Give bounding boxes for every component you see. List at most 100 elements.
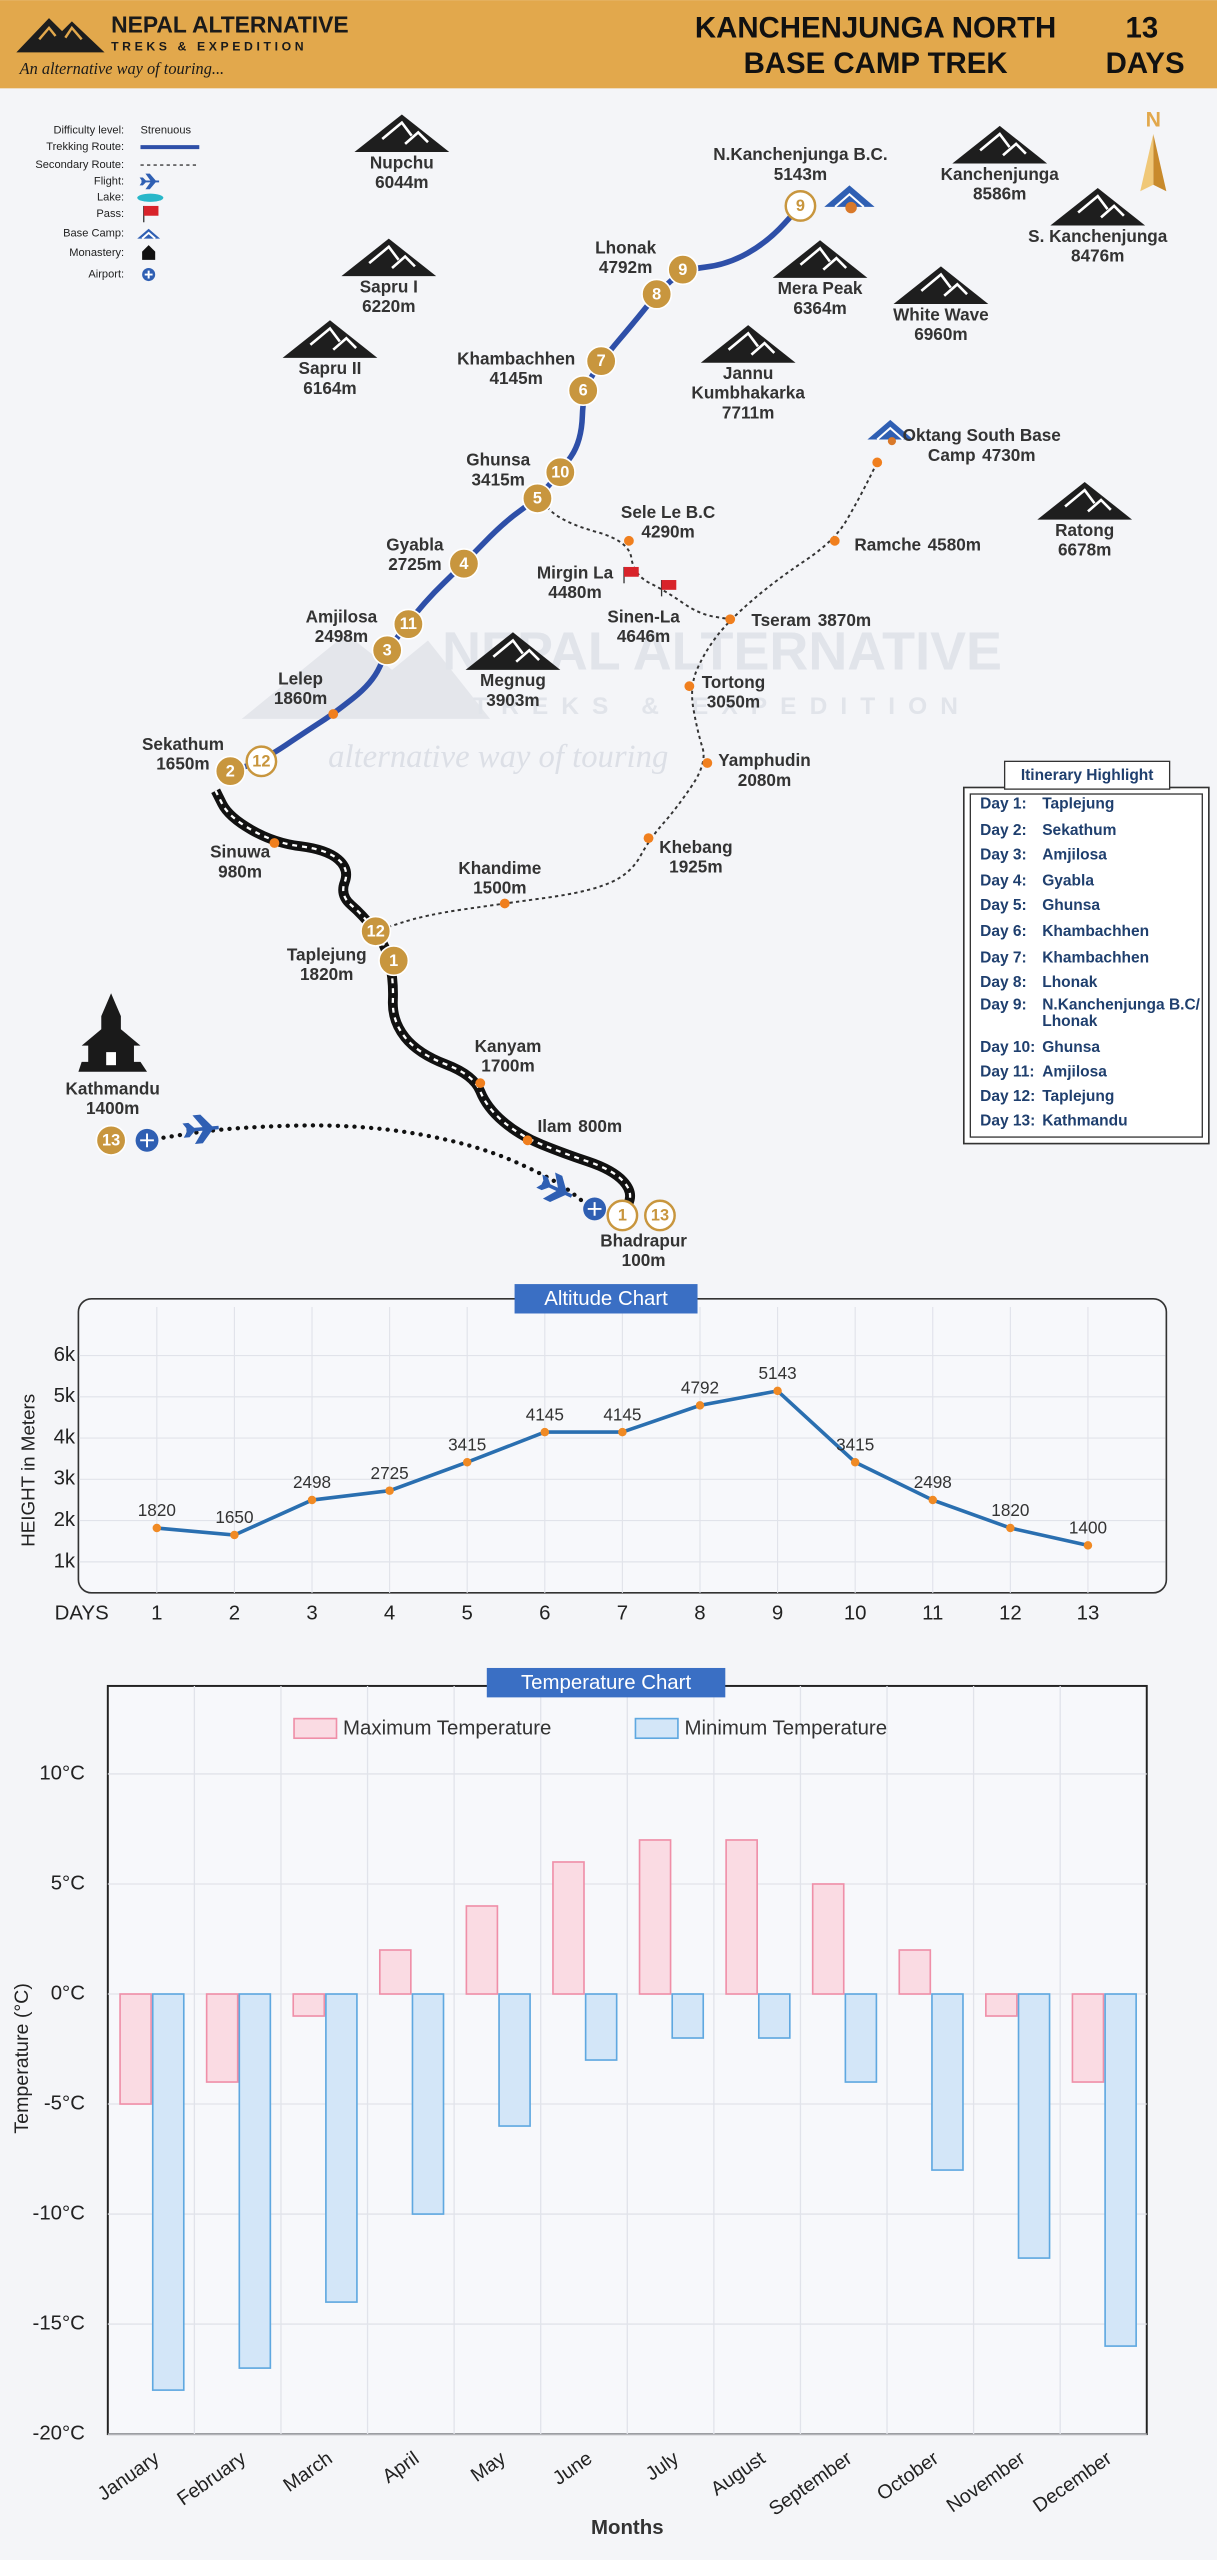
- day-marker: [360, 915, 392, 947]
- data-label: 1400: [1069, 1518, 1107, 1538]
- place-label: Ramche 4580m: [854, 536, 981, 556]
- place-altitude: 980m: [218, 862, 263, 883]
- itinerary-place: Kathmandu: [1042, 1114, 1128, 1131]
- day-marker-label: 9: [678, 261, 687, 279]
- itinerary-place: Khambachhen: [1042, 950, 1150, 968]
- itinerary-row: Day 9: N.Kanchenjunga B.C/ Lhonak: [980, 998, 1202, 1031]
- day-marker-label: 1: [389, 952, 398, 970]
- place-altitude: 3870m: [817, 611, 872, 631]
- y-tick-label: -10°C: [33, 2202, 85, 2224]
- itinerary-box: [962, 786, 1210, 1145]
- peak-altitude: 8586m: [973, 184, 1027, 205]
- duration-label: DAYS: [1106, 47, 1185, 80]
- place-name: Kathmandu: [65, 1079, 160, 1100]
- itinerary-row-box: Day 5: Ghunsa: [980, 899, 1202, 915]
- chart-title-box: [486, 1667, 726, 1698]
- place-label-box: Oktang South Base Camp 4730m: [894, 426, 1070, 465]
- itinerary-row-box: Day 9: N.Kanchenjunga B.C/ Lhonak: [980, 998, 1202, 1031]
- place-altitude: 2725m: [388, 555, 442, 576]
- itinerary-place: Sekathum: [1042, 823, 1117, 840]
- place-altitude: 2080m: [737, 771, 792, 791]
- day-marker: [784, 190, 817, 222]
- stop-dot: [725, 614, 736, 625]
- place-name: Bhadrapur: [600, 1231, 687, 1252]
- itinerary-title: Itinerary Highlight: [1021, 767, 1154, 784]
- y-tick-label: 10°C: [39, 1762, 85, 1784]
- itinerary-day: Day 6:: [980, 924, 1027, 942]
- peak-label-box: Jannu Kumbhakarka 7711m: [688, 364, 809, 423]
- itinerary-place: Amjilosa: [1042, 847, 1107, 865]
- temperature-bar: [725, 1839, 758, 1995]
- temperature-bar: [411, 1993, 445, 2215]
- itinerary-row: Day 12: Taplejung: [980, 1089, 1115, 1107]
- day-marker-label: 2: [226, 762, 235, 780]
- place-altitude: 4145m: [489, 369, 543, 389]
- place-altitude: 3415m: [471, 470, 525, 491]
- legend-label: Minimum Temperature: [684, 1718, 887, 1740]
- legend-label: Monastery:: [69, 247, 124, 259]
- stop-dot: [475, 1078, 486, 1089]
- day-marker-label: 12: [367, 922, 385, 940]
- day-marker-label: 3: [383, 641, 392, 659]
- temperature-bar: [292, 1993, 326, 2017]
- data-label: 2498: [293, 1472, 331, 1492]
- day-marker-label: 13: [651, 1207, 669, 1225]
- itinerary-day: Day 4:: [980, 874, 1027, 891]
- mountain-snow: [309, 326, 358, 351]
- altitude-point: [230, 1530, 239, 1540]
- logo-subtitle: TREKS & EXPEDITION: [111, 40, 307, 54]
- peak-label-box: Sapru I 6220m: [332, 278, 446, 317]
- place-name: Khambachhen: [457, 349, 576, 370]
- itinerary-row-box: Day 2: Sekathum: [980, 823, 1202, 839]
- place-label: Ilam 800m: [537, 1117, 623, 1138]
- itinerary-row-box: Day 4: Gyabla: [980, 874, 1202, 890]
- secondary-route: [375, 461, 879, 933]
- base-camp-stripe: [141, 231, 156, 240]
- base-camp-stripe: [834, 193, 865, 208]
- day-marker-label: 5: [533, 489, 542, 507]
- logo-name: NEPAL ALTERNATIVE: [111, 11, 349, 37]
- place-altitude: 1925m: [669, 857, 723, 878]
- peak-altitude: 6164m: [303, 379, 357, 399]
- stop-dot: [328, 709, 339, 719]
- x-tick-label: 9: [772, 1602, 783, 1624]
- plane-icon: [536, 1172, 573, 1202]
- place-name: Tortong: [701, 673, 766, 693]
- place-altitude: 800m: [578, 1117, 623, 1138]
- legend-label: Maximum Temperature: [343, 1718, 551, 1740]
- itinerary-row-box: Day 7: Khambachhen: [980, 951, 1202, 967]
- altitude-point: [385, 1486, 394, 1495]
- temperature-bar: [584, 1993, 618, 2061]
- itinerary-day: Day 9:: [980, 998, 1027, 1015]
- itinerary-day: Day 12:: [980, 1089, 1036, 1107]
- place-name: Tseram: [751, 611, 812, 631]
- peak-name: White Wave: [893, 305, 989, 326]
- altitude-point: [462, 1457, 472, 1467]
- chart-title: Temperature Chart: [521, 1672, 691, 1694]
- place-name: Ghunsa: [466, 450, 531, 471]
- altitude-point: [307, 1495, 317, 1505]
- data-label: 4145: [526, 1404, 564, 1424]
- itinerary-day: Day 11:: [980, 1065, 1035, 1082]
- place-label-box: Bhadrapur 100m: [578, 1232, 709, 1271]
- itinerary-day: Day 3:: [980, 847, 1027, 865]
- y-tick-label: -20°C: [33, 2422, 85, 2444]
- legend-swatch: [293, 1717, 338, 1740]
- y-tick-label: -15°C: [33, 2312, 85, 2334]
- place-label-box: Tseram 3870m: [751, 611, 914, 631]
- place-altitude: 4480m: [548, 583, 602, 603]
- itinerary-place: Taplejung: [1042, 1089, 1115, 1107]
- day-marker: [544, 456, 576, 488]
- data-label: 2725: [371, 1463, 409, 1483]
- place-label-box: N.Kanchenjunga B.C. 5143m: [702, 145, 898, 184]
- legend-label: Flight:: [94, 175, 124, 187]
- temperature-bar: [811, 1883, 845, 1995]
- place-altitude: 5143m: [773, 165, 828, 185]
- legend-label: Difficulty level:: [53, 125, 124, 137]
- day-marker: [371, 634, 403, 666]
- legend-label: Trekking Route:: [46, 141, 124, 153]
